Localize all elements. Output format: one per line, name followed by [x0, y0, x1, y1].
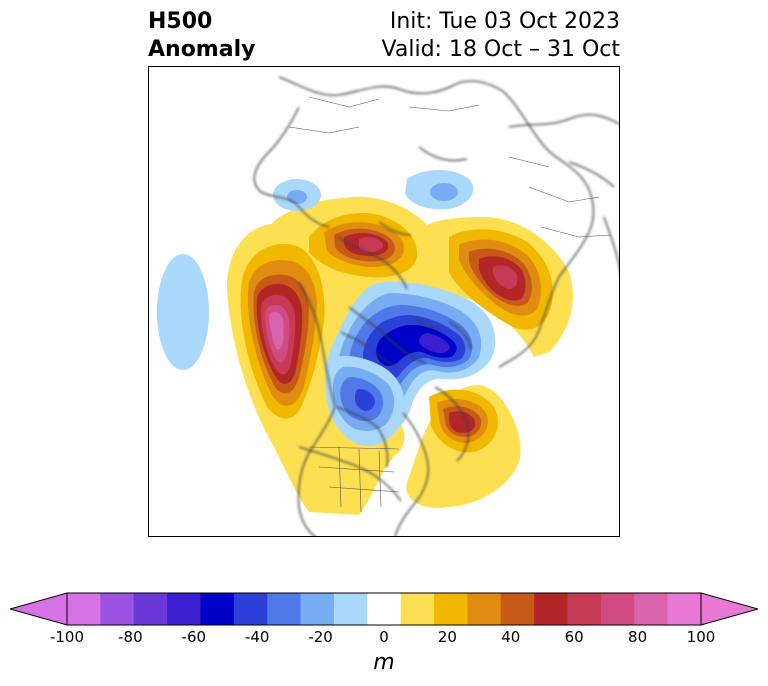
colorbar-cell	[600, 593, 635, 625]
colorbar-cell	[233, 593, 268, 625]
colorbar-cell	[434, 593, 468, 625]
map-canvas	[157, 76, 619, 536]
colorbar-cell	[634, 593, 669, 625]
colorbar-tick-label: 0	[379, 628, 389, 646]
map-title: H500 Anomaly	[148, 8, 255, 64]
colorbar-tick-label: 60	[564, 628, 584, 646]
init-date: Init: Tue 03 Oct 2023	[389, 9, 620, 34]
colorbar-cell	[300, 593, 335, 625]
colorbar-cell	[167, 593, 201, 625]
colorbar-cell	[267, 593, 302, 625]
colorbar-tick-label: -60	[181, 628, 207, 646]
colorbar-cell	[567, 593, 602, 625]
coastlines	[253, 76, 619, 536]
colorbar-cell	[367, 593, 402, 625]
colorbar-under-arrow	[10, 592, 68, 626]
borders	[288, 96, 612, 513]
anomaly-map	[148, 66, 620, 537]
date-info: Init: Tue 03 Oct 2023 Valid: 18 Oct – 31…	[382, 8, 620, 64]
colorbar-over-arrow	[700, 592, 758, 626]
valid-range: Valid: 18 Oct – 31 Oct	[381, 37, 620, 62]
title-variable: H500	[148, 9, 213, 34]
colorbar-cells	[67, 593, 702, 625]
colorbar-tick-label: -20	[308, 628, 333, 646]
colorbar-tick-label: -40	[244, 628, 270, 646]
colorbar-tick-label: 80	[628, 628, 648, 646]
colorbar-cell	[67, 593, 101, 625]
colorbar-frame	[66, 592, 702, 626]
colorbar-cell	[467, 593, 502, 625]
colorbar-cell	[133, 593, 168, 625]
colorbar-cell	[200, 593, 235, 625]
title-type: Anomaly	[148, 37, 256, 62]
colorbar-tick-label: 20	[437, 628, 457, 646]
colorbar-cell	[100, 593, 135, 625]
colorbar-tick-label: 40	[501, 628, 521, 646]
colorbar-cell	[333, 593, 368, 625]
colorbar-cell	[667, 593, 702, 625]
colorbar-cell	[534, 593, 569, 625]
colorbar-unit: m	[373, 650, 395, 675]
colorbar-cell	[400, 593, 435, 625]
colorbar-tick-label: -80	[118, 628, 143, 646]
colorbar-cell	[500, 593, 535, 625]
colorbar-tick-label: -100	[49, 628, 85, 646]
colorbar-tick-label: 100	[686, 628, 716, 646]
colorbar	[10, 592, 758, 626]
